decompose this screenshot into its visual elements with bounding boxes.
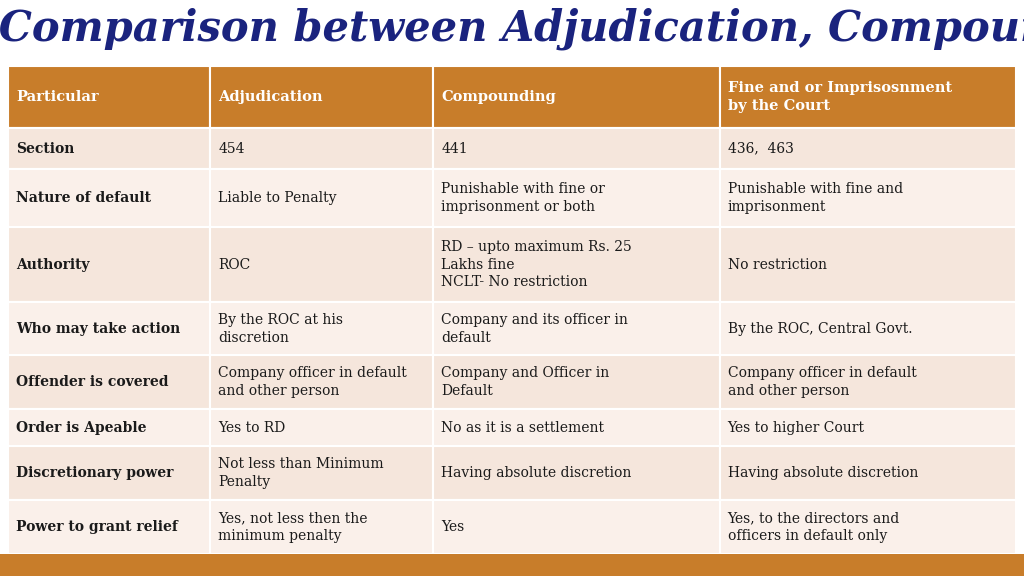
Text: Authority: Authority: [16, 257, 90, 271]
Text: Yes to RD: Yes to RD: [218, 421, 286, 435]
Bar: [720, 446, 1016, 500]
Text: ROC: ROC: [218, 257, 251, 271]
Bar: [8, 169, 210, 228]
Bar: [210, 355, 433, 410]
Text: 436,  463: 436, 463: [727, 142, 794, 156]
Text: Company officer in default
and other person: Company officer in default and other per…: [218, 366, 408, 398]
Text: Punishable with fine or
imprisonment or both: Punishable with fine or imprisonment or …: [441, 183, 605, 214]
Text: No as it is a settlement: No as it is a settlement: [441, 421, 604, 435]
Text: Compounding: Compounding: [441, 90, 556, 104]
Bar: [720, 500, 1016, 554]
Text: Section: Section: [16, 142, 75, 156]
Text: Having absolute discretion: Having absolute discretion: [727, 467, 918, 480]
Bar: [8, 128, 210, 169]
Bar: [8, 66, 210, 128]
Bar: [720, 169, 1016, 228]
Bar: [720, 410, 1016, 446]
Bar: [210, 66, 433, 128]
Bar: [8, 302, 210, 355]
Bar: [210, 302, 433, 355]
Text: Order is Apeable: Order is Apeable: [16, 421, 146, 435]
Text: Who may take action: Who may take action: [16, 321, 180, 336]
Text: Fine and or Imprisosnment
by the Court: Fine and or Imprisosnment by the Court: [727, 81, 951, 113]
Bar: [210, 446, 433, 500]
Text: By the ROC, Central Govt.: By the ROC, Central Govt.: [727, 321, 912, 336]
Bar: [433, 410, 720, 446]
Text: Discretionary power: Discretionary power: [16, 467, 173, 480]
Text: Company and its officer in
default: Company and its officer in default: [441, 313, 628, 344]
Bar: [210, 169, 433, 228]
Text: Yes, to the directors and
officers in default only: Yes, to the directors and officers in de…: [727, 511, 900, 543]
Bar: [8, 446, 210, 500]
Text: 454: 454: [218, 142, 245, 156]
Text: Not less than Minimum
Penalty: Not less than Minimum Penalty: [218, 457, 384, 489]
Text: RD – upto maximum Rs. 25
Lakhs fine
NCLT- No restriction: RD – upto maximum Rs. 25 Lakhs fine NCLT…: [441, 240, 632, 289]
Bar: [210, 500, 433, 554]
Text: By the ROC at his
discretion: By the ROC at his discretion: [218, 313, 343, 344]
Bar: [433, 128, 720, 169]
Bar: [8, 410, 210, 446]
Text: Particular: Particular: [16, 90, 98, 104]
Text: Having absolute discretion: Having absolute discretion: [441, 467, 632, 480]
Text: Company and Officer in
Default: Company and Officer in Default: [441, 366, 609, 398]
Text: Nature of default: Nature of default: [16, 191, 151, 205]
Bar: [8, 355, 210, 410]
Text: Yes to higher Court: Yes to higher Court: [727, 421, 864, 435]
Text: Yes: Yes: [441, 520, 465, 534]
Text: Yes, not less then the
minimum penalty: Yes, not less then the minimum penalty: [218, 511, 368, 543]
Text: Adjudication: Adjudication: [218, 90, 323, 104]
Bar: [8, 228, 210, 302]
Text: 441: 441: [441, 142, 468, 156]
Text: Power to grant relief: Power to grant relief: [16, 520, 178, 534]
Bar: [8, 500, 210, 554]
Bar: [210, 228, 433, 302]
Bar: [433, 446, 720, 500]
Text: Offender is covered: Offender is covered: [16, 376, 169, 389]
Text: Punishable with fine and
imprisonment: Punishable with fine and imprisonment: [727, 183, 902, 214]
Bar: [0, 554, 1024, 576]
Text: Liable to Penalty: Liable to Penalty: [218, 191, 337, 205]
Text: No restriction: No restriction: [727, 257, 826, 271]
Bar: [720, 302, 1016, 355]
Bar: [720, 228, 1016, 302]
Text: Company officer in default
and other person: Company officer in default and other per…: [727, 366, 916, 398]
Bar: [210, 410, 433, 446]
Bar: [210, 128, 433, 169]
Text: Brief Comparison between Adjudication, Compounding: Brief Comparison between Adjudication, C…: [0, 8, 1024, 51]
Bar: [433, 302, 720, 355]
Bar: [720, 66, 1016, 128]
Bar: [433, 500, 720, 554]
Bar: [720, 355, 1016, 410]
Bar: [720, 128, 1016, 169]
Bar: [433, 228, 720, 302]
Bar: [433, 66, 720, 128]
Bar: [433, 169, 720, 228]
Bar: [433, 355, 720, 410]
